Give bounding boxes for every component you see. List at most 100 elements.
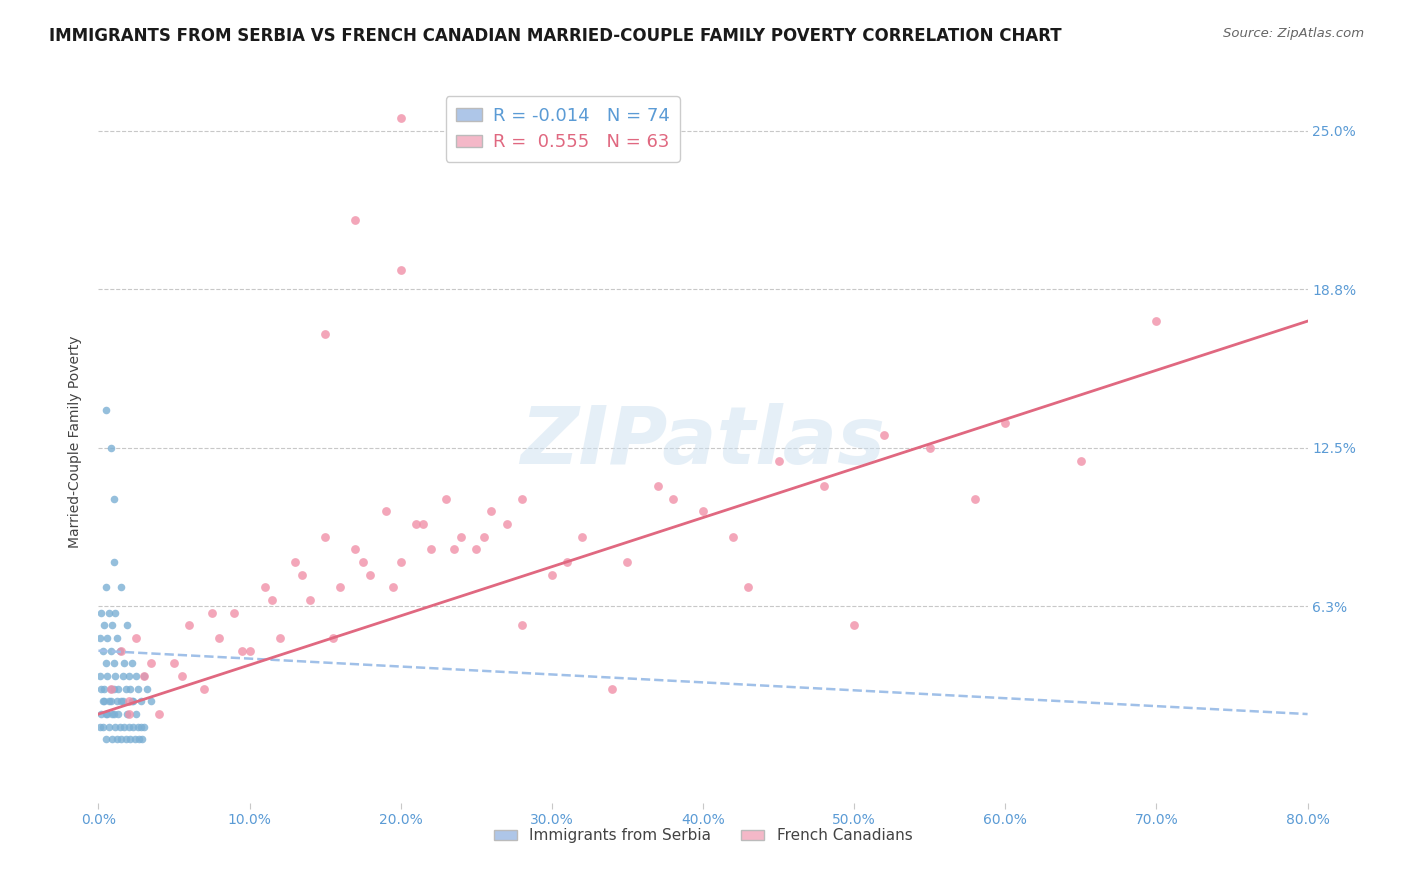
Point <box>873 428 896 442</box>
Point <box>110 732 132 747</box>
Point <box>103 657 125 671</box>
Point <box>98 606 121 620</box>
Point <box>131 732 153 747</box>
Point <box>103 707 125 722</box>
Point <box>647 479 669 493</box>
Point <box>329 580 352 594</box>
Point <box>132 720 155 734</box>
Point <box>103 491 125 506</box>
Point <box>135 681 157 696</box>
Point <box>90 707 112 722</box>
Point <box>111 669 134 683</box>
Point <box>100 681 122 696</box>
Point <box>1146 314 1168 328</box>
Point <box>118 707 141 722</box>
Point <box>253 580 276 594</box>
Point <box>344 212 367 227</box>
Point <box>91 720 114 734</box>
Point <box>661 491 683 506</box>
Point <box>108 643 131 657</box>
Point <box>100 694 122 708</box>
Point <box>148 707 170 722</box>
Point <box>314 530 336 544</box>
Point <box>101 707 124 722</box>
Point <box>110 643 132 657</box>
Point <box>103 681 125 696</box>
Point <box>94 402 117 417</box>
Point <box>510 491 533 506</box>
Point <box>616 555 638 569</box>
Point <box>112 657 135 671</box>
Point <box>94 580 117 594</box>
Point <box>692 504 714 518</box>
Point <box>129 694 152 708</box>
Point <box>231 643 253 657</box>
Point <box>101 618 124 632</box>
Point <box>114 732 136 747</box>
Point <box>114 681 136 696</box>
Point <box>1070 453 1092 467</box>
Text: ZIPatlas: ZIPatlas <box>520 402 886 481</box>
Legend: Immigrants from Serbia, French Canadians: Immigrants from Serbia, French Canadians <box>488 822 918 849</box>
Point <box>112 720 135 734</box>
Point <box>125 631 148 645</box>
Point <box>91 694 114 708</box>
Point <box>723 530 745 544</box>
Point <box>105 694 128 708</box>
Point <box>103 555 125 569</box>
Point <box>104 606 127 620</box>
Point <box>389 112 412 126</box>
Point <box>844 618 866 632</box>
Point <box>90 681 112 696</box>
Point <box>555 555 578 569</box>
Point <box>132 669 155 683</box>
Point <box>813 479 835 493</box>
Point <box>118 669 141 683</box>
Point <box>141 657 163 671</box>
Point <box>96 707 118 722</box>
Point <box>291 567 314 582</box>
Point <box>405 516 427 531</box>
Point <box>163 657 186 671</box>
Point <box>100 441 122 455</box>
Point <box>122 720 145 734</box>
Point <box>105 732 128 747</box>
Point <box>472 530 495 544</box>
Point <box>179 618 201 632</box>
Point <box>299 593 322 607</box>
Point <box>450 530 472 544</box>
Point <box>510 618 533 632</box>
Point <box>412 516 434 531</box>
Point <box>101 732 124 747</box>
Point <box>121 657 143 671</box>
Point <box>420 542 443 557</box>
Point <box>96 631 118 645</box>
Point <box>540 567 562 582</box>
Text: IMMIGRANTS FROM SERBIA VS FRENCH CANADIAN MARRIED-COUPLE FAMILY POVERTY CORRELAT: IMMIGRANTS FROM SERBIA VS FRENCH CANADIA… <box>49 27 1062 45</box>
Point <box>107 707 129 722</box>
Point <box>322 631 344 645</box>
Point <box>98 720 121 734</box>
Point <box>768 453 790 467</box>
Point <box>118 720 141 734</box>
Point <box>918 441 941 455</box>
Point <box>389 263 412 277</box>
Point <box>91 643 114 657</box>
Point <box>170 669 193 683</box>
Point <box>465 542 488 557</box>
Point <box>89 720 111 734</box>
Point <box>120 681 142 696</box>
Point <box>495 516 517 531</box>
Point <box>93 681 115 696</box>
Point <box>115 618 138 632</box>
Point <box>481 504 503 518</box>
Point <box>100 643 122 657</box>
Point <box>125 669 148 683</box>
Point <box>602 681 624 696</box>
Point <box>94 707 117 722</box>
Point <box>374 504 396 518</box>
Point <box>94 657 117 671</box>
Point <box>107 681 129 696</box>
Point <box>344 542 367 557</box>
Point <box>93 694 115 708</box>
